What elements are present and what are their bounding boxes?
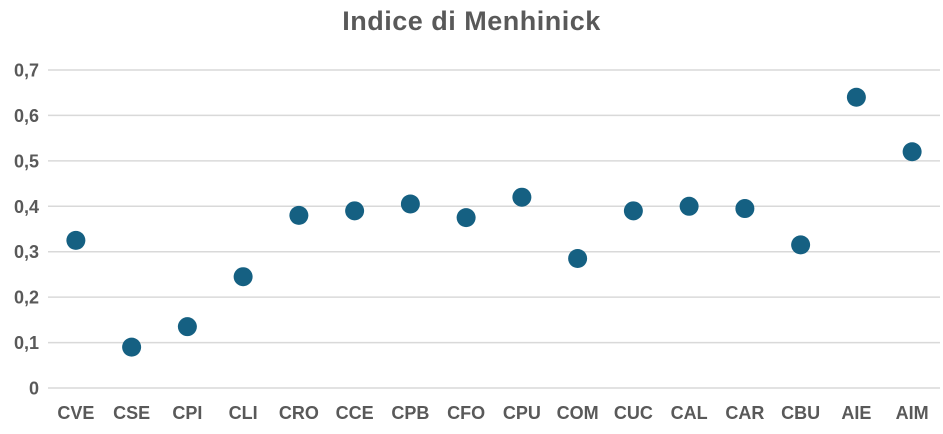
x-axis-category-label: CSE: [113, 403, 150, 423]
x-axis-category-label: AIM: [896, 403, 929, 423]
y-axis-tick-label: 0,1: [14, 333, 39, 353]
x-axis-category-label: CPU: [503, 403, 541, 423]
data-point: [791, 235, 811, 255]
data-point: [902, 142, 922, 162]
data-point: [456, 208, 476, 228]
data-point: [735, 199, 755, 219]
data-point: [122, 337, 142, 357]
y-axis-tick-label: 0,7: [14, 61, 39, 81]
data-point: [233, 267, 253, 287]
x-axis-category-label: CAL: [671, 403, 708, 423]
y-axis-tick-label: 0: [29, 379, 39, 399]
data-point: [289, 205, 309, 225]
x-axis-category-label: CPB: [391, 403, 429, 423]
data-point: [177, 317, 197, 337]
x-axis-category-label: CUC: [614, 403, 653, 423]
x-axis-category-label: CBU: [781, 403, 820, 423]
data-point: [679, 196, 699, 216]
y-axis-tick-label: 0,4: [14, 197, 39, 217]
x-axis-category-label: CPI: [172, 403, 202, 423]
data-point: [66, 230, 86, 250]
x-axis-category-label: CFO: [447, 403, 485, 423]
x-axis-category-label: COM: [557, 403, 599, 423]
y-axis-tick-label: 0,2: [14, 288, 39, 308]
data-point: [568, 249, 588, 269]
data-point: [623, 201, 643, 221]
x-axis-category-label: CAR: [725, 403, 764, 423]
chart-title: Indice di Menhinick: [342, 6, 601, 36]
data-point: [345, 201, 365, 221]
x-axis-category-label: CLI: [229, 403, 258, 423]
x-axis-category-label: AIE: [841, 403, 871, 423]
y-axis-tick-label: 0,6: [14, 106, 39, 126]
x-axis-category-label: CRO: [279, 403, 319, 423]
y-axis-tick-label: 0,3: [14, 242, 39, 262]
data-point: [400, 194, 420, 214]
x-axis-category-label: CVE: [57, 403, 94, 423]
data-point: [846, 87, 866, 107]
y-axis-tick-label: 0,5: [14, 151, 39, 171]
data-point: [512, 187, 532, 207]
x-axis-category-label: CCE: [336, 403, 374, 423]
